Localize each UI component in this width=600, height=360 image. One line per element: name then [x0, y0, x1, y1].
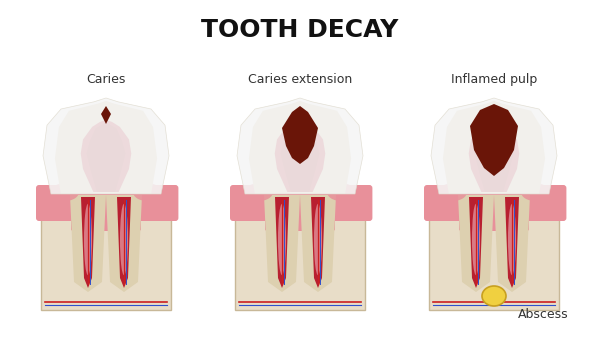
Ellipse shape [327, 183, 355, 201]
Ellipse shape [521, 183, 549, 201]
Polygon shape [106, 195, 142, 292]
Ellipse shape [314, 204, 322, 275]
Polygon shape [43, 98, 169, 194]
Polygon shape [469, 120, 519, 192]
Ellipse shape [51, 183, 79, 201]
Polygon shape [101, 106, 111, 124]
Polygon shape [275, 197, 289, 288]
Polygon shape [80, 120, 131, 192]
Polygon shape [55, 101, 157, 194]
Ellipse shape [508, 204, 516, 275]
Ellipse shape [278, 204, 286, 275]
Polygon shape [81, 197, 95, 288]
Text: Caries: Caries [86, 73, 125, 86]
Polygon shape [443, 101, 545, 194]
Ellipse shape [84, 204, 92, 275]
Text: Caries extension: Caries extension [248, 73, 352, 86]
Polygon shape [469, 197, 483, 288]
Polygon shape [70, 195, 106, 292]
Text: TOOTH DECAY: TOOTH DECAY [202, 18, 398, 42]
Text: Inflamed pulp: Inflamed pulp [451, 73, 537, 86]
Polygon shape [282, 106, 318, 164]
Polygon shape [431, 98, 557, 194]
Polygon shape [275, 120, 325, 192]
Polygon shape [249, 101, 351, 194]
Polygon shape [505, 197, 519, 288]
Polygon shape [494, 195, 530, 292]
Polygon shape [311, 197, 325, 288]
FancyBboxPatch shape [36, 185, 79, 221]
Polygon shape [264, 195, 300, 292]
FancyBboxPatch shape [524, 185, 566, 221]
FancyBboxPatch shape [429, 190, 559, 310]
Polygon shape [237, 98, 363, 194]
FancyBboxPatch shape [41, 190, 171, 310]
Polygon shape [300, 195, 336, 292]
Polygon shape [475, 123, 514, 192]
FancyBboxPatch shape [136, 185, 178, 221]
Polygon shape [86, 123, 125, 192]
Polygon shape [117, 197, 131, 288]
Polygon shape [458, 195, 494, 292]
FancyBboxPatch shape [459, 191, 529, 231]
Polygon shape [280, 123, 320, 192]
FancyBboxPatch shape [265, 191, 335, 231]
Ellipse shape [245, 183, 273, 201]
Ellipse shape [482, 286, 506, 306]
Ellipse shape [439, 183, 467, 201]
Text: Abscess: Abscess [518, 308, 569, 321]
FancyBboxPatch shape [330, 185, 373, 221]
FancyBboxPatch shape [71, 191, 141, 231]
Polygon shape [470, 104, 518, 176]
FancyBboxPatch shape [424, 185, 466, 221]
Ellipse shape [472, 204, 480, 275]
Ellipse shape [120, 204, 128, 275]
Ellipse shape [133, 183, 161, 201]
FancyBboxPatch shape [235, 190, 365, 310]
FancyBboxPatch shape [230, 185, 272, 221]
